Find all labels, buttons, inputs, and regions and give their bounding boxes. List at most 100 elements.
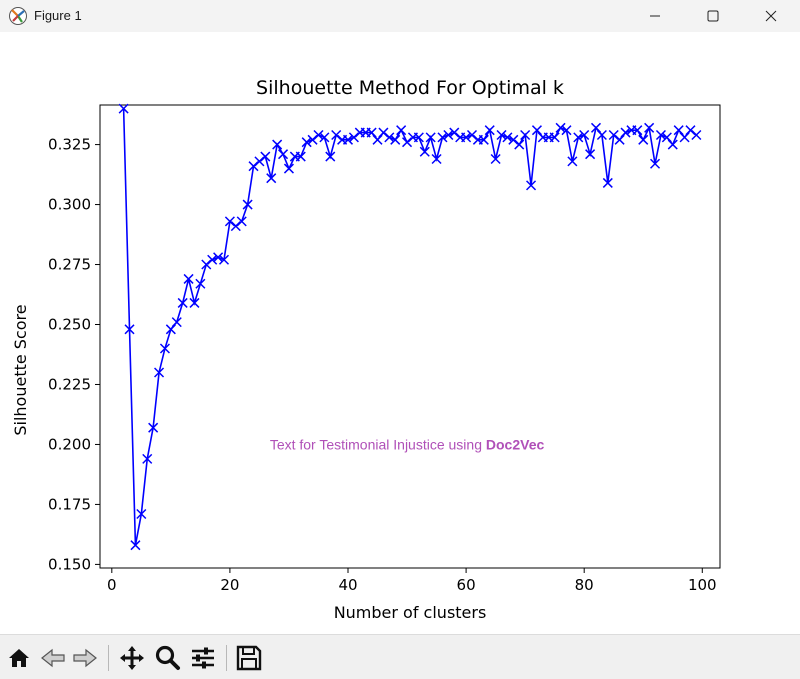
data-point-marker <box>390 134 401 145</box>
data-point-marker <box>230 221 241 232</box>
toolbar-separator <box>108 645 109 671</box>
x-axis-label: Number of clusters <box>334 603 487 622</box>
data-point-marker <box>283 163 294 174</box>
figure-canvas[interactable]: Silhouette Method For Optimal k 0 20 40 60 8… <box>0 32 800 634</box>
window-title: Figure 1 <box>34 8 82 23</box>
y-tick-label: 0.325 <box>48 136 91 154</box>
data-point-marker <box>496 129 507 141</box>
data-point-marker <box>650 158 661 169</box>
data-point-marker <box>307 134 318 145</box>
data-point-marker <box>573 132 584 143</box>
data-point-marker <box>419 146 430 157</box>
pan-button[interactable] <box>117 643 147 673</box>
data-point-marker <box>342 134 354 145</box>
data-point-marker <box>384 132 395 143</box>
arrow-right-icon <box>73 648 97 668</box>
data-point-marker <box>118 103 129 114</box>
data-point-marker <box>207 254 218 265</box>
y-tick-label: 0.200 <box>48 435 91 453</box>
maximize-button[interactable] <box>684 0 742 32</box>
y-axis-label: Silhouette Score <box>11 304 30 435</box>
data-point-marker <box>490 153 501 165</box>
data-point-marker <box>561 125 572 136</box>
x-tick-label: 0 <box>107 576 117 594</box>
data-point-marker <box>272 139 283 150</box>
data-point-marker <box>154 367 165 378</box>
annotation-plain: Text for Testimonial Injustice using <box>270 436 486 452</box>
data-point-marker <box>413 132 424 143</box>
data-point-marker <box>620 127 631 138</box>
annotation-bold: Doc2Vec <box>486 436 545 452</box>
data-point-marker <box>319 132 330 143</box>
data-point-marker <box>213 252 224 263</box>
toolbar-separator <box>226 645 227 671</box>
home-icon <box>9 649 29 667</box>
data-point-marker <box>596 129 607 141</box>
minimize-button[interactable] <box>626 0 684 32</box>
data-point-marker <box>644 122 655 133</box>
data-point-marker <box>366 127 377 138</box>
data-point-marker <box>661 132 672 143</box>
plot-frame <box>99 104 721 569</box>
data-point-marker <box>614 134 625 145</box>
data-point-marker <box>254 156 265 167</box>
y-tick-label: 0.150 <box>48 555 91 573</box>
data-point-marker <box>638 134 649 145</box>
data-point-marker <box>431 153 442 165</box>
data-point-marker <box>183 273 194 284</box>
data-point-marker <box>278 149 289 160</box>
series-markers <box>118 103 702 551</box>
line-chart: Silhouette Method For Optimal k 0 20 40 60 8… <box>11 77 721 622</box>
data-point-marker <box>218 254 230 265</box>
close-button[interactable] <box>742 0 800 32</box>
y-axis-ticks: 0.150 0.175 0.200 0.225 0.250 0.275 0.300 0.325 <box>48 136 100 573</box>
x-tick-label: 40 <box>338 576 357 594</box>
data-point-marker <box>478 134 489 145</box>
y-tick-label: 0.300 <box>48 196 91 214</box>
data-point-marker <box>313 129 324 141</box>
matplotlib-icon <box>8 6 28 26</box>
data-point-marker <box>655 129 666 141</box>
data-point-marker <box>142 453 153 464</box>
forward-button[interactable] <box>70 643 100 673</box>
data-point-marker <box>555 122 566 133</box>
data-point-marker <box>195 278 206 289</box>
maximize-icon <box>707 10 719 22</box>
zoom-button[interactable] <box>153 643 183 673</box>
data-point-marker <box>148 422 159 433</box>
data-point-marker <box>295 151 306 162</box>
series-line <box>122 108 697 546</box>
home-button[interactable] <box>4 643 34 673</box>
data-point-marker <box>159 343 170 354</box>
data-point-marker <box>667 139 678 150</box>
configure-subplots-button[interactable] <box>188 643 218 673</box>
data-point-marker <box>673 125 684 136</box>
floppy-disk-icon <box>236 645 262 671</box>
data-point-marker <box>484 125 495 136</box>
back-button[interactable] <box>38 643 68 673</box>
x-tick-label: 100 <box>688 576 717 594</box>
data-point-marker <box>437 132 448 143</box>
data-point-marker <box>579 129 590 141</box>
data-point-marker <box>402 137 413 148</box>
data-point-marker <box>171 317 182 328</box>
data-point-marker <box>691 129 702 141</box>
data-point-marker <box>449 127 460 138</box>
data-point-marker <box>508 134 519 145</box>
data-point-marker <box>443 129 454 141</box>
data-point-marker <box>130 540 141 551</box>
data-point-marker <box>531 125 542 136</box>
sliders-icon <box>192 647 214 669</box>
x-tick-label: 20 <box>220 576 239 594</box>
data-point-marker <box>520 129 531 141</box>
y-tick-label: 0.225 <box>48 375 91 393</box>
data-point-marker <box>189 297 200 308</box>
data-point-marker <box>602 177 613 188</box>
data-point-marker <box>585 149 596 160</box>
save-button[interactable] <box>234 643 264 673</box>
data-point-marker <box>502 132 513 143</box>
data-point-marker <box>466 129 478 141</box>
data-point-marker <box>325 151 336 162</box>
magnifier-icon <box>155 645 180 670</box>
data-point-marker <box>242 199 253 210</box>
